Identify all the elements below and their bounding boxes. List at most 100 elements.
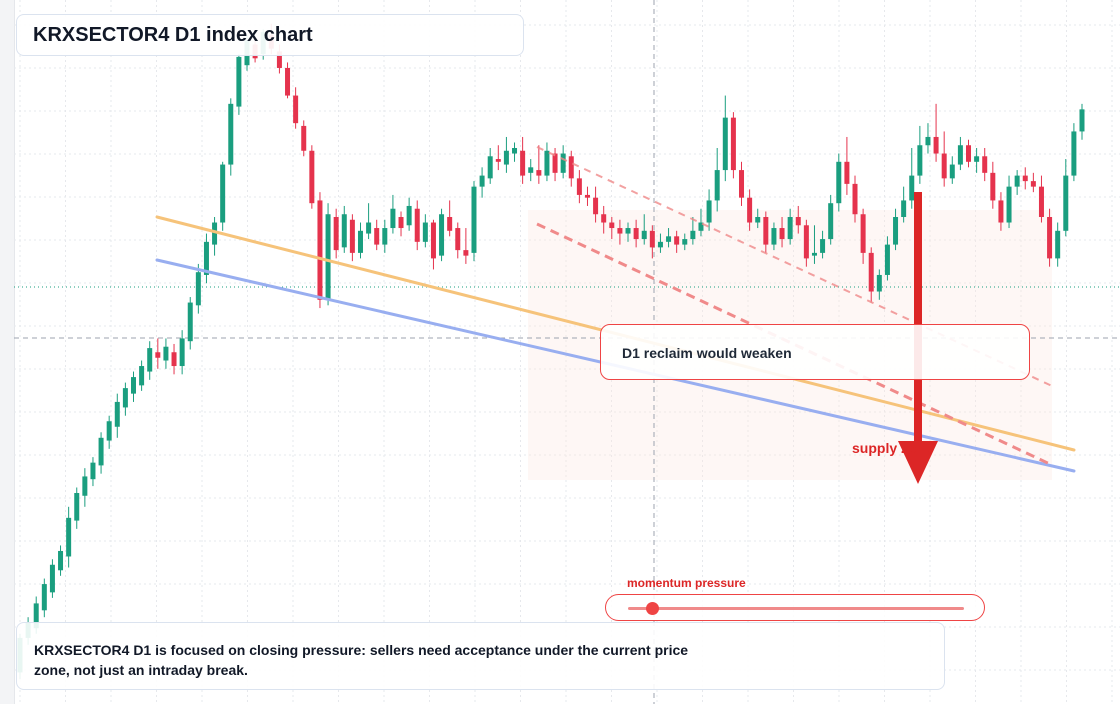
candle-body — [966, 145, 972, 162]
candle-body — [763, 217, 769, 245]
candle-body — [179, 338, 185, 367]
page-title: KRXSECTOR4 D1 index chart — [33, 24, 313, 46]
candle-body — [552, 153, 558, 173]
supply-zone-label: supply zone — [852, 440, 933, 456]
candle-body — [641, 230, 647, 240]
candle-body — [730, 117, 736, 171]
momentum-slider[interactable] — [605, 594, 985, 621]
candle-body — [860, 214, 866, 253]
candle-body — [398, 217, 404, 229]
candle-body — [901, 200, 907, 217]
candle-body — [309, 150, 315, 204]
candle-body — [706, 200, 712, 223]
candle-body — [868, 252, 874, 292]
momentum-knob[interactable] — [645, 602, 659, 615]
zone-annotation-box[interactable]: D1 reclaim would weaken — [600, 324, 1030, 380]
candle-body — [803, 225, 809, 259]
candle-body — [301, 125, 307, 151]
candle-body — [593, 197, 599, 215]
candle-body — [236, 56, 242, 107]
candle-body — [203, 241, 209, 275]
candle-body — [325, 214, 331, 300]
candle-body — [163, 346, 169, 361]
chart-title-box: KRXSECTOR4 D1 index chart — [16, 14, 524, 56]
candle-body — [406, 205, 412, 226]
candle-body — [649, 230, 655, 248]
candle-body — [779, 228, 785, 240]
candle-body — [852, 183, 858, 215]
candle-body — [884, 244, 890, 275]
candle-body — [536, 170, 542, 176]
candle-body — [893, 217, 899, 245]
candle-body — [722, 117, 728, 171]
candle-body — [568, 156, 574, 179]
candle-body — [106, 421, 112, 441]
candle-body — [836, 161, 842, 204]
candle-body — [130, 377, 136, 394]
candle-body — [285, 67, 291, 96]
candle-body — [666, 236, 672, 242]
candle-body — [98, 437, 104, 466]
candle-body — [147, 348, 153, 372]
candle-body — [430, 222, 436, 259]
candle-body — [560, 153, 566, 173]
lower-channel-line — [536, 222, 1053, 467]
candle-body — [698, 222, 704, 231]
candle-body — [520, 150, 526, 176]
candle-body — [1038, 186, 1044, 217]
candle-body — [876, 274, 882, 292]
candle-body — [609, 222, 615, 229]
candle-body — [941, 153, 947, 179]
candle-body — [341, 214, 347, 248]
candle-body — [982, 156, 988, 173]
candle-body — [155, 352, 161, 358]
candle-body — [171, 352, 177, 367]
candle-body — [682, 239, 688, 245]
candle-body — [1071, 131, 1077, 176]
candle-body — [925, 136, 931, 146]
candle-body — [544, 150, 550, 176]
candle-body — [82, 476, 88, 496]
candle-body — [747, 197, 753, 223]
candle-body — [139, 366, 145, 386]
candle-body — [787, 217, 793, 240]
candle-body — [974, 156, 980, 162]
candle-body — [228, 103, 234, 165]
candle-body — [58, 550, 64, 571]
arrow-head — [898, 441, 938, 484]
candle-body — [317, 200, 323, 300]
candle-body — [495, 159, 501, 162]
candle-body — [471, 186, 477, 253]
candle-body — [33, 603, 39, 629]
candle-body — [122, 388, 128, 408]
candle-body — [828, 203, 834, 240]
candle-body — [1006, 186, 1012, 223]
candle-body — [366, 222, 372, 234]
candle-body — [844, 161, 850, 184]
zone-annotation-label: D1 reclaim would weaken — [622, 345, 792, 361]
candle-body — [479, 175, 485, 187]
candle-body — [512, 148, 518, 154]
candle-body — [909, 175, 915, 201]
candle-body — [811, 252, 817, 256]
candle-body — [463, 250, 469, 256]
momentum-label: momentum pressure — [627, 576, 746, 590]
candle-body — [528, 167, 534, 173]
analysis-note-text: KRXSECTOR4 D1 is focused on closing pres… — [34, 642, 689, 678]
candle-body — [374, 228, 380, 245]
candle-body — [601, 214, 607, 223]
candle-body — [357, 230, 363, 253]
candle-body — [74, 493, 80, 521]
candle-body — [1047, 217, 1053, 259]
candle-body — [933, 136, 939, 154]
candle-body — [487, 156, 493, 179]
candle-body — [455, 228, 461, 251]
candle-body — [1030, 181, 1036, 187]
candle-body — [917, 145, 923, 176]
candle-body — [220, 164, 226, 223]
candle-body — [998, 200, 1004, 223]
candle-body — [212, 222, 218, 245]
candle-body — [576, 178, 582, 195]
candle-body — [293, 95, 299, 124]
candle-body — [990, 172, 996, 201]
